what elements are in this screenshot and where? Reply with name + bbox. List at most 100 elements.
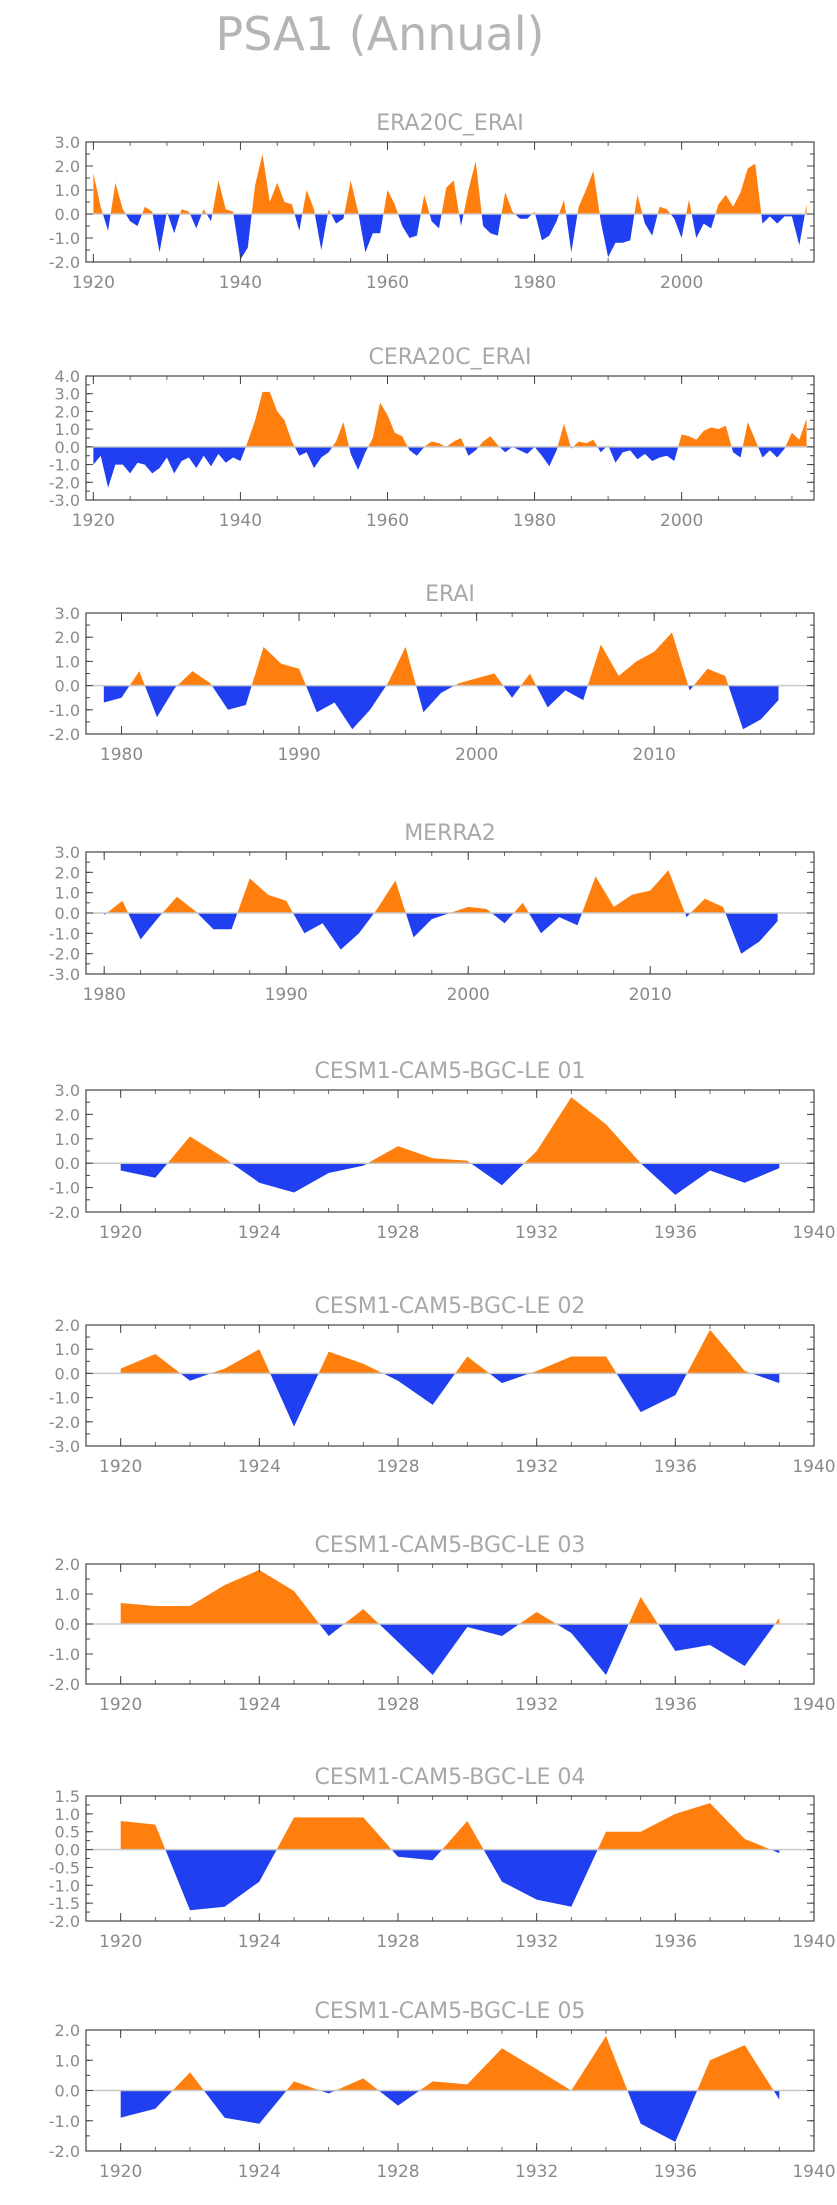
chart-panel-8: CESM1-CAM5-BGC-LE 04 1.51.00.50.0-0.5-1.0… (49, 1765, 836, 1952)
x-tick-label: 1940 (792, 1223, 835, 1243)
negative-area (103, 685, 779, 730)
negative-area (120, 2090, 780, 2142)
chart-panel-7: CESM1-CAM5-BGC-LE 03 2.0 1.0 0.0 -1.0 -2.0 192… (49, 1533, 836, 1715)
x-tick-label: 1932 (515, 1695, 558, 1715)
chart-title: CERA20C_ERAI (369, 345, 532, 370)
x-tick-label: 1940 (219, 511, 262, 531)
y-tick-label: 3.0 (55, 1081, 80, 1100)
y-tick-label: -1.0 (49, 229, 80, 248)
y-tick-label: 0.0 (55, 1154, 80, 1173)
positive-area (104, 870, 778, 913)
y-tick-label: 2.0 (55, 1555, 80, 1574)
x-tick-label: 1920 (99, 2162, 142, 2182)
y-tick-label: 1.0 (55, 1805, 80, 1824)
x-tick-label: 1980 (513, 273, 556, 293)
y-tick-label: 0.0 (55, 1364, 80, 1383)
x-tick-label: 1936 (654, 1223, 697, 1243)
y-tick-label: -1.5 (49, 1894, 80, 1913)
chart-title: MERRA2 (404, 821, 496, 846)
x-tick-label: 1928 (376, 1932, 419, 1952)
y-tick-label: -3.0 (49, 491, 80, 510)
y-tick-label: 0.0 (55, 2082, 80, 2101)
x-tick-label: 1920 (99, 1457, 142, 1477)
y-tick-label: 0.0 (55, 1841, 80, 1860)
positive-area (103, 632, 779, 686)
page-title: PSA1 (Annual) (216, 7, 545, 61)
x-tick-label: 1990 (265, 985, 308, 1005)
positive-area (93, 154, 807, 214)
x-tick-label: 1940 (219, 273, 262, 293)
chart-title: CESM1-CAM5-BGC-LE 05 (315, 1999, 586, 2024)
y-tick-label: 1.0 (55, 2051, 80, 2070)
x-tick-label: 1928 (376, 1223, 419, 1243)
x-tick-label: 1928 (376, 2162, 419, 2182)
positive-area (120, 1097, 780, 1164)
chart-title: CESM1-CAM5-BGC-LE 01 (315, 1059, 586, 1084)
y-tick-label: -2.0 (49, 253, 80, 272)
y-tick-label: -1.0 (49, 1389, 80, 1408)
y-tick-label: 2.0 (55, 157, 80, 176)
negative-area (93, 446, 807, 488)
y-tick-label: 1.0 (55, 1130, 80, 1149)
x-tick-label: 1920 (99, 1695, 142, 1715)
y-tick-label: -3.0 (49, 1437, 80, 1456)
chart-panel-9: CESM1-CAM5-BGC-LE 05 2.0 1.0 0.0 -1.0 -2.0 192… (49, 1999, 836, 2182)
x-tick-label: 1920 (72, 511, 115, 531)
chart-title: ERAI (425, 582, 475, 607)
y-tick-label: 0.0 (55, 677, 80, 696)
y-tick-label: 1.5 (55, 1787, 80, 1806)
y-tick-label: 2.0 (55, 2021, 80, 2040)
x-tick-label: 1928 (376, 1695, 419, 1715)
chart-panel-5: CESM1-CAM5-BGC-LE 01 3.0 2.0 1.0 0.0 -1.0 -2.0… (49, 1059, 836, 1243)
x-tick-label: 1940 (792, 2162, 835, 2182)
x-tick-label: 2010 (633, 745, 676, 765)
y-tick-label: 2.0 (55, 1316, 80, 1335)
x-tick-label: 1924 (238, 1223, 281, 1243)
x-tick-label: 1928 (376, 1457, 419, 1477)
y-tick-label: 0.0 (55, 1615, 80, 1634)
y-tick-label: 3.0 (55, 843, 80, 862)
y-tick-label: 4.0 (55, 367, 80, 386)
negative-area (120, 1849, 780, 1911)
y-tick-label: -2.0 (49, 1203, 80, 1222)
y-tick-label: 3.0 (55, 385, 80, 404)
negative-area (93, 214, 807, 260)
positive-area (93, 391, 807, 447)
x-tick-label: 2000 (447, 985, 490, 1005)
x-tick-label: 1932 (515, 1223, 558, 1243)
y-tick-label: -2.0 (49, 473, 80, 492)
negative-area (120, 1163, 780, 1195)
chart-title: CESM1-CAM5-BGC-LE 03 (315, 1533, 586, 1558)
y-tick-label: 1.0 (55, 181, 80, 200)
x-tick-label: 1924 (238, 1457, 281, 1477)
x-tick-label: 1920 (99, 1932, 142, 1952)
y-tick-label: -2.0 (49, 1413, 80, 1432)
y-tick-label: 2.0 (55, 628, 80, 647)
x-tick-label: 2000 (455, 745, 498, 765)
negative-area (120, 1624, 780, 1675)
y-tick-label: -2.0 (49, 2142, 80, 2161)
x-tick-label: 1924 (238, 1695, 281, 1715)
positive-area (120, 1329, 780, 1374)
x-tick-label: 1920 (72, 273, 115, 293)
y-tick-label: 0.0 (55, 904, 80, 923)
x-tick-label: 1932 (515, 1457, 558, 1477)
y-tick-label: 2.0 (55, 863, 80, 882)
chart-panel-6: CESM1-CAM5-BGC-LE 02 2.0 1.0 0.0 -1.0 -2.0 -3.… (49, 1294, 836, 1477)
y-tick-label: 3.0 (55, 133, 80, 152)
x-tick-label: 1940 (792, 1695, 835, 1715)
y-tick-label: -2.0 (49, 1912, 80, 1931)
x-tick-label: 1924 (238, 2162, 281, 2182)
y-tick-label: 1.0 (55, 420, 80, 439)
positive-area (120, 1803, 780, 1850)
y-tick-label: -2.0 (49, 1675, 80, 1694)
x-tick-label: 2010 (629, 985, 672, 1005)
x-tick-label: 2000 (660, 273, 703, 293)
y-tick-label: -1.0 (49, 924, 80, 943)
y-tick-label: -2.0 (49, 725, 80, 744)
x-tick-label: 1936 (654, 1695, 697, 1715)
x-tick-label: 2000 (660, 511, 703, 531)
